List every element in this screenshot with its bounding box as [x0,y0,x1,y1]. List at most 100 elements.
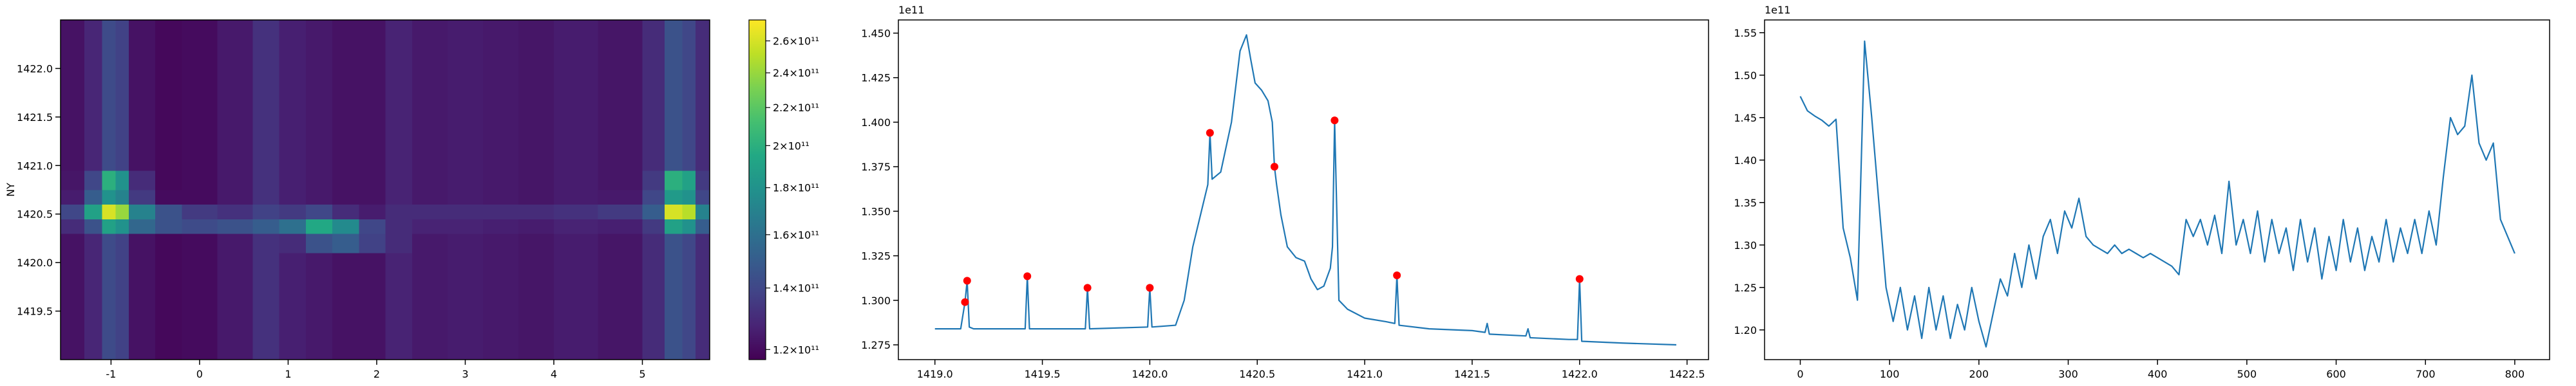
heatmap-cell [598,253,643,302]
heatmap-cell [518,301,554,360]
heatmap-cell [61,204,85,219]
heatmap-cell [279,301,307,360]
heatmap-cell [102,233,116,253]
axes-frame [60,19,710,360]
heatmap-cell [359,190,386,205]
x-tick-label: -1 [106,368,116,380]
heatmap-cell [61,233,85,253]
heatmap-cell [279,190,307,205]
heatmap-cell [115,170,129,190]
heatmap-cell [412,190,448,205]
heatmap-cell [84,204,103,219]
peak-marker [961,298,969,306]
plot-area [1799,40,2515,348]
heatmap-cell [447,301,484,360]
heatmap-cell [682,219,696,234]
x-tick-label: 1420.5 [1239,368,1275,380]
heatmap-cell [447,170,484,190]
heatmap-cell [482,126,519,171]
heatmap-cell [61,20,85,69]
heatmap-cell [155,233,182,253]
heatmap-cell [695,126,710,171]
heatmap-cell [447,20,484,69]
colorbar [748,19,766,360]
heatmap-cell [182,68,218,127]
axes-frame [898,19,1709,360]
peak-marker [1146,284,1154,292]
heatmap-cell [252,204,280,219]
heatmap-cell [182,301,218,360]
heatmap-cell [155,170,182,190]
heatmap-cell [482,204,519,219]
heatmap-cell [359,204,386,219]
heatmap-cell [84,219,103,234]
heatmap-cell [84,170,103,190]
heatmap-cell [359,20,386,69]
heatmap-cell [385,233,413,253]
heatmap-cell [305,170,333,190]
heatmap-cell [332,68,359,127]
heatmap-cell [518,204,554,219]
heatmap-cell [217,253,253,302]
heatmap-cell [305,204,333,219]
heatmap-cell [252,126,280,171]
offset-text: 1e11 [1765,4,1790,16]
heatmap-cell [447,219,484,234]
heatmap-cell [182,253,218,302]
y-tick-label: 1.300 [861,295,891,307]
heatmap-cell [553,68,599,127]
heatmap-cell [252,68,280,127]
y-tick-label: 1.275 [861,339,891,351]
heatmap-cell [128,219,156,234]
heatmap-cell [518,190,554,205]
heatmap-cell [385,170,413,190]
heatmap-cell [642,233,665,253]
heatmap-cell [182,170,218,190]
y-tick-label: 1419.5 [17,306,53,318]
x-tick-label: 5 [639,368,645,380]
y-tick-label: 1420.5 [17,208,53,221]
y-tick-label: 1.25 [1734,282,1757,294]
heatmap-cell [682,253,696,302]
heatmap-cell [252,301,280,360]
heatmap-cell [115,68,129,127]
heatmap-cell [332,204,359,219]
heatmap-cell [217,204,253,219]
heatmap-cell [128,301,156,360]
data-line [934,34,1676,346]
y-tick-label: 1422.0 [17,62,53,75]
heatmap-cell [553,126,599,171]
heatmap-cell [412,204,448,219]
heatmap-cell [682,204,696,219]
heatmap-cell [359,170,386,190]
heatmap-cell [598,68,643,127]
heatmap-cell [217,170,253,190]
y-tick-label: 1.40 [1734,154,1757,167]
heatmap-cell [155,253,182,302]
heatmap-cell [61,190,85,205]
heatmap-cell [115,253,129,302]
heatmap-cell [695,253,710,302]
heatmap-cell [412,233,448,253]
heatmap-cell [61,126,85,171]
heatmap-cell [115,204,129,219]
peak-marker [1083,284,1092,292]
heatmap-cell [128,126,156,171]
heatmap-cell [412,170,448,190]
heatmap-cell [412,301,448,360]
heatmap-cell [84,190,103,205]
heatmap-cell [518,170,554,190]
heatmap-cell [695,20,710,69]
heatmap-cell [385,68,413,127]
heatmap-cell [115,190,129,205]
heatmap-cell [553,190,599,205]
x-tick-label: 1422.0 [1562,368,1598,380]
heatmap-cell [642,20,665,69]
heatmap-cell [332,170,359,190]
y-tick-label: 1.425 [861,72,891,84]
heatmap-cell [61,68,85,127]
heatmap-cell [84,253,103,302]
heatmap-cell [482,233,519,253]
heatmap-cell [664,233,683,253]
heatmap-cell [598,170,643,190]
